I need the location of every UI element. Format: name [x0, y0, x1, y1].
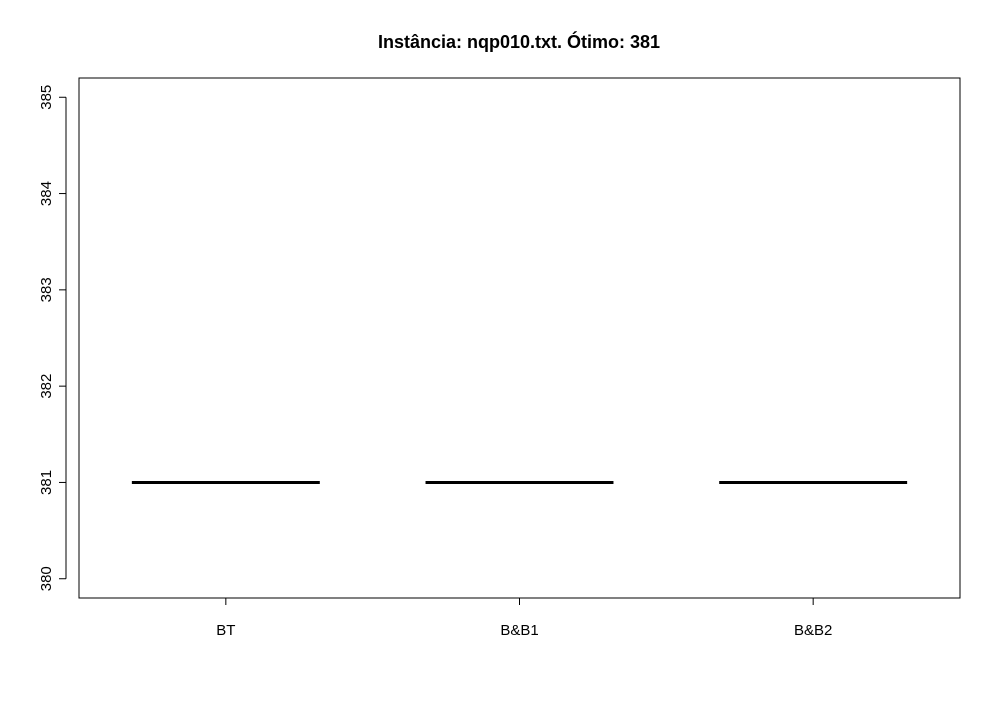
- y-axis: 380 381 382 383 384 385: [38, 85, 67, 591]
- y-tick-label: 384: [38, 181, 55, 206]
- y-tick-label: 380: [38, 566, 55, 591]
- y-tick-label: 385: [38, 85, 55, 110]
- y-tick-label: 381: [38, 470, 55, 495]
- plot-frame: [78, 77, 961, 599]
- chart-title: Instância: nqp010.txt. Ótimo: 381: [378, 31, 660, 52]
- x-tick-label: B&B2: [794, 622, 832, 639]
- x-axis: BT B&B1 B&B2: [216, 598, 832, 639]
- y-tick-label: 383: [38, 277, 55, 302]
- x-tick-label: BT: [216, 622, 235, 639]
- y-tick-label: 382: [38, 374, 55, 399]
- x-tick-label: B&B1: [500, 622, 538, 639]
